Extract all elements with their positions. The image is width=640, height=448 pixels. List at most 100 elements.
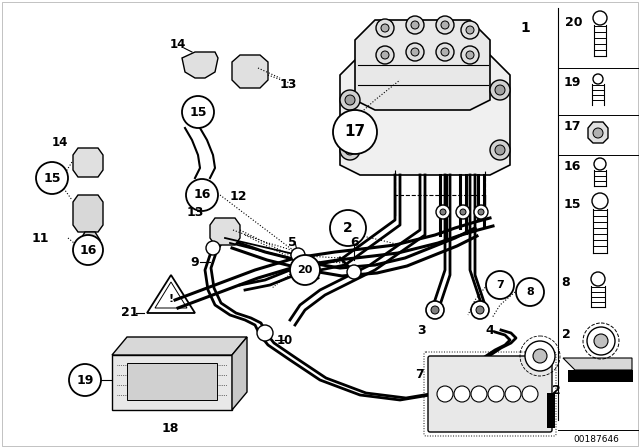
Circle shape <box>466 26 474 34</box>
Text: 4: 4 <box>486 323 494 336</box>
Polygon shape <box>588 122 608 143</box>
Circle shape <box>474 205 488 219</box>
Circle shape <box>376 19 394 37</box>
Polygon shape <box>80 232 100 262</box>
Circle shape <box>411 21 419 29</box>
Circle shape <box>182 96 214 128</box>
Polygon shape <box>340 55 510 175</box>
Text: 7: 7 <box>415 369 424 382</box>
Text: 11: 11 <box>31 232 49 245</box>
Circle shape <box>466 51 474 59</box>
Circle shape <box>495 145 505 155</box>
Polygon shape <box>563 358 632 370</box>
Circle shape <box>522 386 538 402</box>
Circle shape <box>478 209 484 215</box>
Circle shape <box>533 349 547 363</box>
Text: 19: 19 <box>76 374 93 387</box>
Text: 20: 20 <box>298 265 313 275</box>
Text: 16: 16 <box>193 189 211 202</box>
Circle shape <box>441 48 449 56</box>
Circle shape <box>587 327 615 355</box>
Circle shape <box>376 46 394 64</box>
Text: !: ! <box>168 294 173 304</box>
Text: 2: 2 <box>562 328 570 341</box>
Circle shape <box>436 16 454 34</box>
Polygon shape <box>112 337 247 355</box>
Circle shape <box>495 85 505 95</box>
Circle shape <box>488 386 504 402</box>
Text: 10: 10 <box>277 333 293 346</box>
Circle shape <box>436 43 454 61</box>
Circle shape <box>340 90 360 110</box>
Circle shape <box>381 24 389 32</box>
Text: 15: 15 <box>563 198 580 211</box>
Circle shape <box>460 209 466 215</box>
Circle shape <box>456 205 470 219</box>
Text: 13: 13 <box>186 207 204 220</box>
Circle shape <box>594 158 606 170</box>
Bar <box>127 363 217 400</box>
Circle shape <box>591 272 605 286</box>
Text: 00187646: 00187646 <box>573 435 619 444</box>
Circle shape <box>345 95 355 105</box>
Circle shape <box>431 306 439 314</box>
Circle shape <box>340 140 360 160</box>
Text: 16: 16 <box>563 160 580 173</box>
Polygon shape <box>355 20 490 110</box>
Text: 19: 19 <box>563 76 580 89</box>
Circle shape <box>471 386 487 402</box>
Text: 2: 2 <box>552 383 561 396</box>
Circle shape <box>330 210 366 246</box>
Circle shape <box>36 162 68 194</box>
Text: 15: 15 <box>189 105 207 119</box>
Text: 8: 8 <box>526 287 534 297</box>
Circle shape <box>69 364 101 396</box>
Circle shape <box>486 271 514 299</box>
Circle shape <box>257 325 273 341</box>
Circle shape <box>593 11 607 25</box>
Text: 14: 14 <box>170 38 186 51</box>
Polygon shape <box>232 337 247 410</box>
FancyBboxPatch shape <box>428 356 552 432</box>
Text: 21: 21 <box>121 306 139 319</box>
Circle shape <box>73 235 103 265</box>
Polygon shape <box>73 148 103 177</box>
Text: 13: 13 <box>279 78 297 91</box>
Polygon shape <box>73 195 103 232</box>
Circle shape <box>461 21 479 39</box>
Circle shape <box>461 46 479 64</box>
Bar <box>112 355 232 410</box>
Polygon shape <box>210 218 240 245</box>
Circle shape <box>516 278 544 306</box>
Circle shape <box>505 386 521 402</box>
Circle shape <box>411 48 419 56</box>
Text: 2: 2 <box>343 221 353 235</box>
Text: 16: 16 <box>79 244 97 257</box>
Text: 20: 20 <box>565 16 583 29</box>
Bar <box>547 393 555 428</box>
Text: 6: 6 <box>351 236 359 249</box>
Circle shape <box>454 386 470 402</box>
Circle shape <box>476 306 484 314</box>
Circle shape <box>490 80 510 100</box>
Circle shape <box>490 140 510 160</box>
Polygon shape <box>232 55 268 88</box>
Circle shape <box>206 241 220 255</box>
Circle shape <box>333 110 377 154</box>
Circle shape <box>290 255 320 285</box>
Text: 17: 17 <box>563 121 580 134</box>
Bar <box>568 370 633 382</box>
Circle shape <box>441 21 449 29</box>
Text: 12: 12 <box>229 190 247 202</box>
Circle shape <box>381 51 389 59</box>
Circle shape <box>525 341 555 371</box>
Circle shape <box>593 74 603 84</box>
Text: 17: 17 <box>344 125 365 139</box>
Text: 7: 7 <box>496 280 504 290</box>
Text: 5: 5 <box>287 236 296 249</box>
Circle shape <box>345 145 355 155</box>
Circle shape <box>347 265 361 279</box>
Circle shape <box>440 209 446 215</box>
Circle shape <box>186 179 218 211</box>
Text: 18: 18 <box>161 422 179 435</box>
